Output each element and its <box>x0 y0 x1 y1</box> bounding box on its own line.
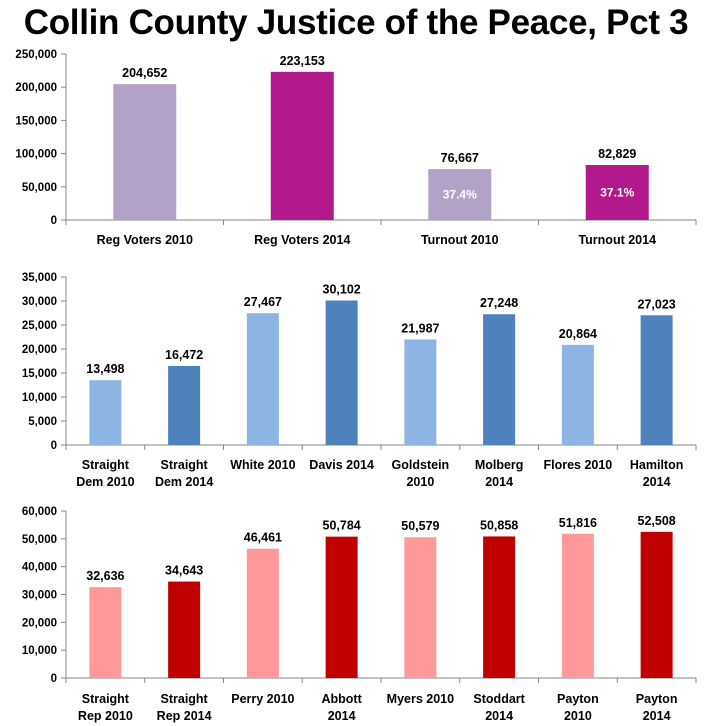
data-label: 82,829 <box>598 147 636 161</box>
bar <box>325 300 358 445</box>
bar <box>168 365 201 445</box>
x-tick-label: Rep 2014 <box>157 709 212 723</box>
x-tick-label: 2014 <box>643 475 671 489</box>
data-label: 21,987 <box>401 321 439 335</box>
x-tick-label: White 2010 <box>230 458 295 472</box>
x-tick-label: 2010 <box>564 709 592 723</box>
bar <box>404 537 437 678</box>
x-tick-label: Reg Voters 2014 <box>254 233 350 247</box>
data-label: 27,248 <box>480 296 518 310</box>
data-label: 52,508 <box>638 514 676 528</box>
page-title: Collin County Justice of the Peace, Pct … <box>23 3 689 42</box>
x-tick-label: Hamilton <box>630 458 683 472</box>
data-label: 204,652 <box>122 66 167 80</box>
data-label: 27,467 <box>244 295 282 309</box>
y-tick-label: 10,000 <box>22 645 57 657</box>
x-tick-label: Dem 2010 <box>76 475 134 489</box>
x-tick-label: Straight <box>82 458 130 472</box>
y-tick-label: 40,000 <box>22 562 57 574</box>
x-tick-label: Payton <box>557 692 599 706</box>
y-tick-label: 50,000 <box>22 182 57 194</box>
x-tick-label: Abbott <box>321 692 362 706</box>
y-tick-label: 10,000 <box>22 392 57 404</box>
bar <box>428 169 492 220</box>
bar <box>246 313 279 445</box>
bar <box>404 339 437 445</box>
x-tick-label: Myers 2010 <box>387 692 454 706</box>
data-label: 30,102 <box>323 283 361 297</box>
turnout-percent-label: 37.1% <box>600 186 634 200</box>
x-tick-label: Flores 2010 <box>543 458 612 472</box>
x-tick-label: 2014 <box>328 709 356 723</box>
x-tick-label: Molberg <box>475 458 524 472</box>
data-label: 27,023 <box>638 297 676 311</box>
y-tick-label: 15,000 <box>22 368 57 380</box>
y-tick-label: 30,000 <box>22 296 57 308</box>
x-tick-label: Turnout 2014 <box>578 233 656 247</box>
chart-democratic-votes: 0 5,000 10,000 15,000 20,000 25,000 30,000 35,0… <box>22 272 697 489</box>
data-label: 51,816 <box>559 516 597 530</box>
turnout-percent-label: 37.4% <box>443 188 477 202</box>
data-label: 34,643 <box>165 564 203 578</box>
y-tick-label: 20,000 <box>22 344 57 356</box>
bar <box>561 533 594 678</box>
data-label: 50,858 <box>480 518 518 532</box>
y-tick-label: 20,000 <box>22 617 57 629</box>
bar <box>325 536 358 678</box>
x-tick-label: Davis 2014 <box>309 458 374 472</box>
y-tick-label: 0 <box>51 215 57 227</box>
data-label: 20,864 <box>559 327 597 341</box>
x-tick-label: Reg Voters 2010 <box>97 233 193 247</box>
data-label: 13,498 <box>86 362 124 376</box>
bar <box>89 587 122 678</box>
y-tick-label: 5,000 <box>28 416 57 428</box>
bar <box>561 344 594 445</box>
bar <box>89 380 122 445</box>
y-tick-label: 250,000 <box>15 49 57 61</box>
chart-republican-votes: 0 10,000 20,000 30,000 40,000 50,000 60,000 32,… <box>22 506 697 723</box>
y-tick-label: 25,000 <box>22 320 57 332</box>
bar <box>483 314 516 445</box>
y-tick-label: 0 <box>51 440 57 452</box>
x-tick-label: 2010 <box>406 475 434 489</box>
x-tick-label: 2014 <box>485 475 513 489</box>
y-tick-label: 35,000 <box>22 272 57 284</box>
y-tick-label: 200,000 <box>15 82 57 94</box>
y-tick-label: 50,000 <box>22 534 57 546</box>
y-tick-label: 60,000 <box>22 506 57 518</box>
x-tick-label: 2014 <box>643 709 671 723</box>
x-tick-label: Perry 2010 <box>231 692 294 706</box>
data-label: 50,784 <box>323 519 361 533</box>
x-tick-label: Rep 2010 <box>78 709 133 723</box>
bar <box>246 548 279 678</box>
data-label: 46,461 <box>244 531 282 545</box>
data-label: 16,472 <box>165 348 203 362</box>
y-tick-label: 150,000 <box>15 115 57 127</box>
x-tick-label: Straight <box>161 458 209 472</box>
data-label: 223,153 <box>280 54 325 68</box>
bar <box>168 581 201 678</box>
bar <box>113 84 177 220</box>
bar <box>585 165 649 220</box>
x-tick-label: Stoddart <box>473 692 525 706</box>
x-tick-label: Straight <box>161 692 209 706</box>
data-label: 76,667 <box>441 151 479 165</box>
chart-registration-turnout: 0 50,000 100,000 150,000 200,000 250,000 204,6… <box>15 49 697 247</box>
x-tick-label: Straight <box>82 692 130 706</box>
bar <box>483 536 516 678</box>
x-tick-label: Payton <box>636 692 678 706</box>
y-tick-label: 30,000 <box>22 590 57 602</box>
x-tick-label: Dem 2014 <box>155 475 213 489</box>
bar <box>270 71 334 220</box>
bar <box>640 531 673 678</box>
bar <box>640 315 673 445</box>
data-label: 50,579 <box>401 519 439 533</box>
x-tick-label: Goldstein <box>392 458 450 472</box>
y-tick-label: 100,000 <box>15 149 57 161</box>
y-tick-label: 0 <box>51 673 57 685</box>
data-label: 32,636 <box>86 569 124 583</box>
x-tick-label: 2014 <box>485 709 513 723</box>
x-tick-label: Turnout 2010 <box>421 233 499 247</box>
